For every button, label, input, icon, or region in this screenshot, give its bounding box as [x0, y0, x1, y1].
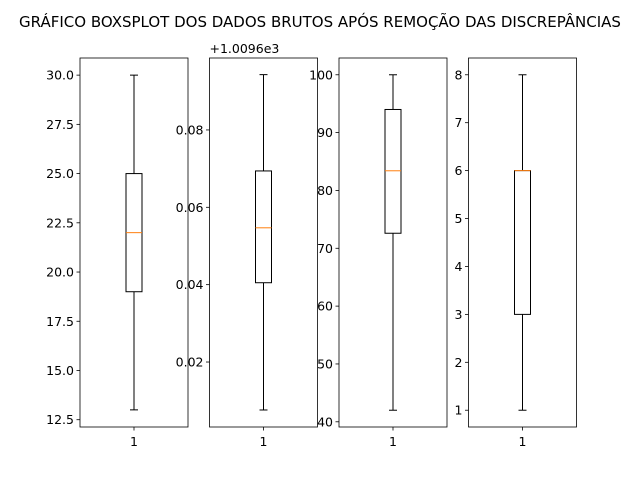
y-tick-label: 20.0 [46, 265, 74, 280]
x-tick-label: 1 [519, 434, 527, 449]
y-tick-label: 80 [317, 183, 333, 198]
axes-frame [209, 57, 318, 428]
y-tick-label: 0.08 [176, 122, 204, 137]
y-tick-label: 1 [455, 403, 463, 418]
x-tick-label: 1 [389, 434, 397, 449]
y-tick-label: 6 [455, 163, 463, 178]
y-tick-label: 12.5 [46, 412, 74, 427]
subplot-3: 40 50 60 70 80 90 100 1 [309, 57, 448, 449]
y-tick-label: 0.02 [176, 355, 204, 370]
axes-frame [468, 57, 577, 428]
y-tick-label: 25.0 [46, 166, 74, 181]
y-tick-label: 17.5 [46, 314, 74, 329]
y-tick-label: 60 [317, 299, 333, 314]
y-tick-label: 15.0 [46, 363, 74, 378]
y-tick-label: 90 [317, 125, 333, 140]
y-tick-label: 0.06 [176, 200, 204, 215]
axes-frame [79, 57, 189, 428]
subplots-group: 12.515.017.520.022.525.027.530.010.020.0… [46, 41, 577, 449]
y-tick-label: 30.0 [46, 68, 74, 83]
iqr-box [384, 108, 402, 234]
y-tick-label: 100 [309, 67, 333, 82]
subplot-2: 0.02 0.04 0.06 0.08 +1.0096e3 1 [176, 41, 318, 449]
y-offset-label: +1.0096e3 [210, 41, 280, 56]
axes-frame [338, 57, 448, 428]
y-tick-label: 5 [455, 211, 463, 226]
y-tick-label: 70 [317, 241, 333, 256]
y-tick-label: 22.5 [46, 215, 74, 230]
y-tick-label: 40 [317, 414, 333, 429]
y-tick-label: 7 [455, 115, 463, 130]
y-tick-label: 8 [455, 67, 463, 82]
y-tick-label: 0.04 [176, 277, 204, 292]
y-tick-label: 2 [455, 355, 463, 370]
figure-title: GRÁFICO BOXSPLOT DOS DADOS BRUTOS APÓS R… [19, 12, 621, 31]
y-tick-label: 27.5 [46, 117, 74, 132]
subplot-1: 12.5 15.0 17.5 20.0 22.5 25.0 27.5 30.0 1 [46, 57, 189, 449]
x-tick-label: 1 [260, 434, 268, 449]
y-tick-label: 4 [455, 259, 463, 274]
iqr-box [514, 170, 531, 315]
subplot-4: 1 2 3 4 5 6 7 8 1 [455, 57, 577, 449]
y-tick-label: 3 [455, 307, 463, 322]
x-tick-label: 1 [130, 434, 138, 449]
y-tick-label: 50 [317, 356, 333, 371]
iqr-box [255, 170, 272, 284]
